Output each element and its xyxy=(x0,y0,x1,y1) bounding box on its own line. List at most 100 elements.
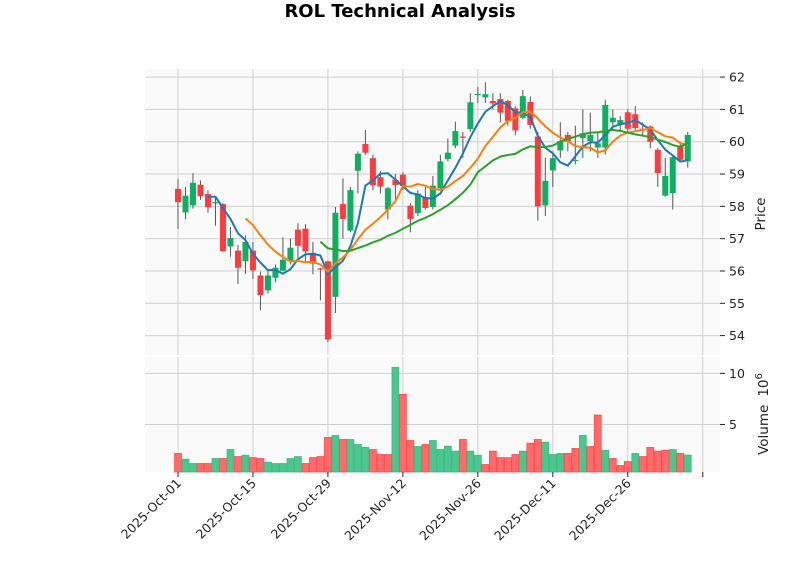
candle-body xyxy=(489,100,496,104)
candle xyxy=(234,245,241,284)
candle-body xyxy=(482,94,489,98)
volume-bar xyxy=(391,366,400,473)
price-y-tick-label: 61 xyxy=(729,102,745,117)
candle-body xyxy=(197,184,204,197)
volume-bar xyxy=(646,447,655,473)
candle xyxy=(549,151,556,187)
candle xyxy=(602,99,609,155)
candle-body xyxy=(474,93,481,96)
candle-body xyxy=(647,126,654,142)
volume-bar xyxy=(578,435,587,473)
candle-body xyxy=(354,153,361,171)
volume-bar xyxy=(496,457,505,473)
candle xyxy=(482,82,489,103)
candle-body xyxy=(444,152,451,160)
volume-bar xyxy=(234,456,242,473)
candle-body xyxy=(369,158,376,186)
candle-body xyxy=(549,158,556,171)
candle-body xyxy=(422,196,429,208)
volume-bar xyxy=(676,453,685,473)
candle-body xyxy=(542,180,549,206)
volume-bar xyxy=(429,440,437,473)
candle xyxy=(249,241,256,280)
candle xyxy=(437,154,444,191)
candle-body xyxy=(669,157,676,194)
candle-body xyxy=(609,117,616,123)
candle-body xyxy=(309,252,316,264)
volume-bar xyxy=(474,454,482,473)
volume-bar xyxy=(653,450,662,473)
x-tick-label: 2025-Oct-15 xyxy=(193,476,259,542)
candle-body xyxy=(399,174,406,186)
volume-bar xyxy=(489,450,497,473)
candle-body xyxy=(287,247,294,262)
candle-body xyxy=(272,267,279,278)
candle-body xyxy=(339,204,346,219)
volume-bar xyxy=(638,456,647,473)
volume-bar xyxy=(631,453,640,473)
volume-bar xyxy=(294,456,302,473)
volume-bar xyxy=(219,458,227,473)
candle xyxy=(182,186,189,220)
volume-bar xyxy=(264,461,272,473)
candle-body xyxy=(377,177,384,187)
candle-body xyxy=(512,108,519,131)
volume-bar xyxy=(533,439,542,473)
moving-average-5-line xyxy=(208,100,688,276)
candle-body xyxy=(249,250,256,271)
volume-bar xyxy=(174,453,182,473)
volume-bar xyxy=(324,437,332,473)
candle xyxy=(654,148,661,187)
candle xyxy=(369,154,376,191)
volume-y-tick-label: 5 xyxy=(729,417,737,432)
volume-bar xyxy=(526,442,535,473)
candle xyxy=(339,178,346,239)
price-y-tick-label: 55 xyxy=(729,296,745,311)
price-y-tick-label: 56 xyxy=(729,263,745,278)
volume-bar xyxy=(444,445,452,473)
volume-bar xyxy=(436,449,445,473)
volume-bar xyxy=(181,458,190,473)
candle xyxy=(257,271,264,311)
candle-body xyxy=(324,261,331,340)
candle xyxy=(354,151,361,194)
volume-bar xyxy=(369,449,377,473)
candle-body xyxy=(504,100,511,122)
candle-body xyxy=(264,275,271,291)
candle-body xyxy=(617,120,624,125)
volume-bar xyxy=(608,458,617,473)
candle xyxy=(219,203,226,252)
volume-bar xyxy=(189,463,197,473)
candle xyxy=(429,175,436,210)
candle xyxy=(467,93,474,133)
volume-bar xyxy=(661,449,670,473)
moving-average-20-line xyxy=(319,128,689,253)
volume-bar xyxy=(301,463,310,473)
candle xyxy=(557,122,564,158)
candle-body xyxy=(362,143,369,153)
candle-body xyxy=(317,268,324,270)
volume-bar xyxy=(286,458,295,473)
candle-body xyxy=(407,205,414,219)
volume-bar xyxy=(339,439,347,473)
candle xyxy=(497,93,504,123)
candle xyxy=(624,109,631,133)
volume-bar xyxy=(331,435,340,473)
volume-bar xyxy=(361,447,370,473)
candle-body xyxy=(302,228,309,252)
x-tick-label: 2025-Nov-12 xyxy=(341,476,409,544)
candle xyxy=(279,237,286,271)
price-y-tick-label: 62 xyxy=(729,70,745,85)
candle xyxy=(197,180,204,200)
candle-body xyxy=(572,159,579,162)
volume-bar xyxy=(376,454,385,473)
candle-body xyxy=(602,104,609,148)
volume-bar xyxy=(511,454,520,473)
price-panel-background xyxy=(145,69,720,355)
candle-body xyxy=(557,141,564,151)
volume-bar xyxy=(571,448,580,473)
x-axis: 2025-Oct-01 2025-Oct-15 2025-Oct-29 2025-No… xyxy=(118,472,704,544)
candle-body xyxy=(452,131,459,146)
x-tick-label: 2025-Nov-26 xyxy=(416,475,484,543)
